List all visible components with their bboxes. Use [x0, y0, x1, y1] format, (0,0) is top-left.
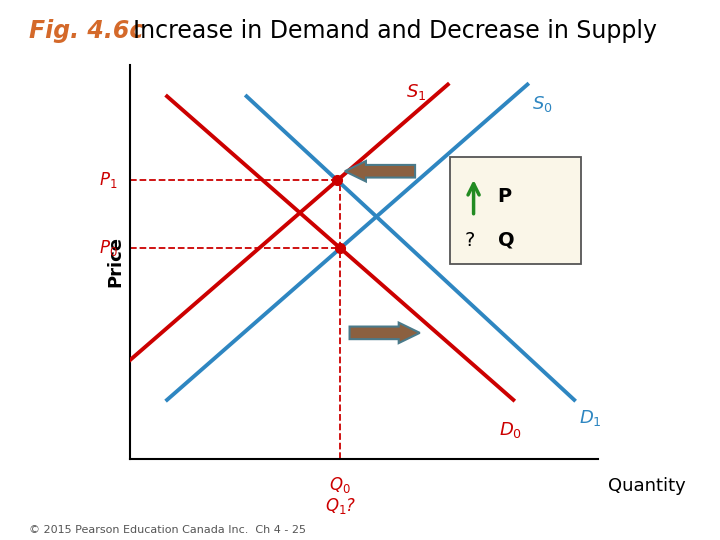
- Text: $P_1$: $P_1$: [99, 170, 118, 191]
- FancyBboxPatch shape: [450, 158, 581, 264]
- Text: $P_0$: $P_0$: [99, 238, 118, 258]
- Text: $S_1$: $S_1$: [406, 83, 426, 103]
- Text: $D_0$: $D_0$: [500, 420, 523, 440]
- Text: Increase in Demand and Decrease in Supply: Increase in Demand and Decrease in Suppl…: [133, 19, 657, 43]
- Text: Quantity: Quantity: [608, 477, 686, 495]
- Text: $Q_1$?: $Q_1$?: [325, 496, 356, 516]
- Text: $S_0$: $S_0$: [532, 94, 553, 114]
- Text: $\bf{Q}$: $\bf{Q}$: [497, 230, 515, 250]
- Text: $Q_0$: $Q_0$: [330, 475, 351, 495]
- FancyArrow shape: [345, 161, 415, 181]
- FancyArrow shape: [350, 322, 420, 343]
- Text: ?: ?: [464, 231, 474, 249]
- Text: $D_1$: $D_1$: [579, 408, 602, 428]
- Text: © 2015 Pearson Education Canada Inc.  Ch 4 - 25: © 2015 Pearson Education Canada Inc. Ch …: [29, 524, 306, 535]
- Text: Fig. 4.6c: Fig. 4.6c: [29, 19, 143, 43]
- Text: $\bf{P}$: $\bf{P}$: [497, 187, 513, 206]
- Y-axis label: Price: Price: [106, 237, 124, 287]
